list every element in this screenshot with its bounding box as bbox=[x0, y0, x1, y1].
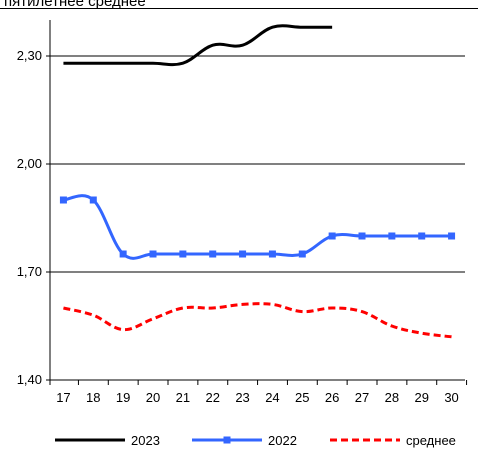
x-tick-labels: 17 18 19 20 21 22 23 24 25 26 27 28 29 30 bbox=[56, 390, 459, 405]
legend-label: 2023 bbox=[131, 433, 160, 448]
series-line-1 bbox=[63, 24, 333, 67]
x-tick-label: 19 bbox=[116, 390, 130, 405]
data-point-marker bbox=[149, 250, 157, 258]
data-point-marker bbox=[209, 250, 217, 258]
y-tick-label: 1,70 bbox=[17, 264, 42, 279]
legend-marker bbox=[223, 436, 231, 444]
legend-label: среднее bbox=[406, 433, 456, 448]
data-point-marker bbox=[59, 196, 67, 204]
data-point-marker bbox=[179, 250, 187, 258]
data-point-marker bbox=[388, 232, 396, 240]
x-tick-label: 21 bbox=[176, 390, 190, 405]
x-tick-label: 25 bbox=[295, 390, 309, 405]
data-point-marker bbox=[358, 232, 366, 240]
data-point-marker bbox=[268, 250, 276, 258]
legend-label: 2022 bbox=[268, 433, 297, 448]
x-tick-label: 29 bbox=[414, 390, 428, 405]
data-point-marker bbox=[89, 196, 97, 204]
series-line-2 bbox=[63, 194, 452, 260]
y-tick-label: 2,30 bbox=[17, 48, 42, 63]
x-tick-label: 26 bbox=[325, 390, 339, 405]
axes bbox=[46, 20, 468, 385]
series-line-3 bbox=[63, 302, 452, 339]
data-series bbox=[59, 24, 456, 339]
y-tick-labels: 1,40 1,70 2,00 2,30 bbox=[17, 48, 42, 387]
data-point-marker bbox=[448, 232, 456, 240]
data-point-marker bbox=[328, 232, 336, 240]
y-tick-label: 1,40 bbox=[17, 372, 42, 387]
x-tick-label: 30 bbox=[444, 390, 458, 405]
x-tick-label: 28 bbox=[385, 390, 399, 405]
data-point-marker bbox=[239, 250, 247, 258]
data-point-marker bbox=[418, 232, 426, 240]
y-tick-label: 2,00 bbox=[17, 156, 42, 171]
x-tick-label: 27 bbox=[355, 390, 369, 405]
gridlines bbox=[50, 55, 465, 273]
x-tick-label: 20 bbox=[146, 390, 160, 405]
legend: 2023 2022 среднее bbox=[55, 433, 456, 448]
chart-header: пятилетнее среднее bbox=[4, 0, 146, 10]
x-tick-label: 22 bbox=[205, 390, 219, 405]
x-tick-label: 23 bbox=[235, 390, 249, 405]
x-tick-label: 18 bbox=[86, 390, 100, 405]
data-point-marker bbox=[298, 250, 306, 258]
x-tick-label: 17 bbox=[56, 390, 70, 405]
x-tick-label: 24 bbox=[265, 390, 279, 405]
data-point-marker bbox=[119, 250, 127, 258]
